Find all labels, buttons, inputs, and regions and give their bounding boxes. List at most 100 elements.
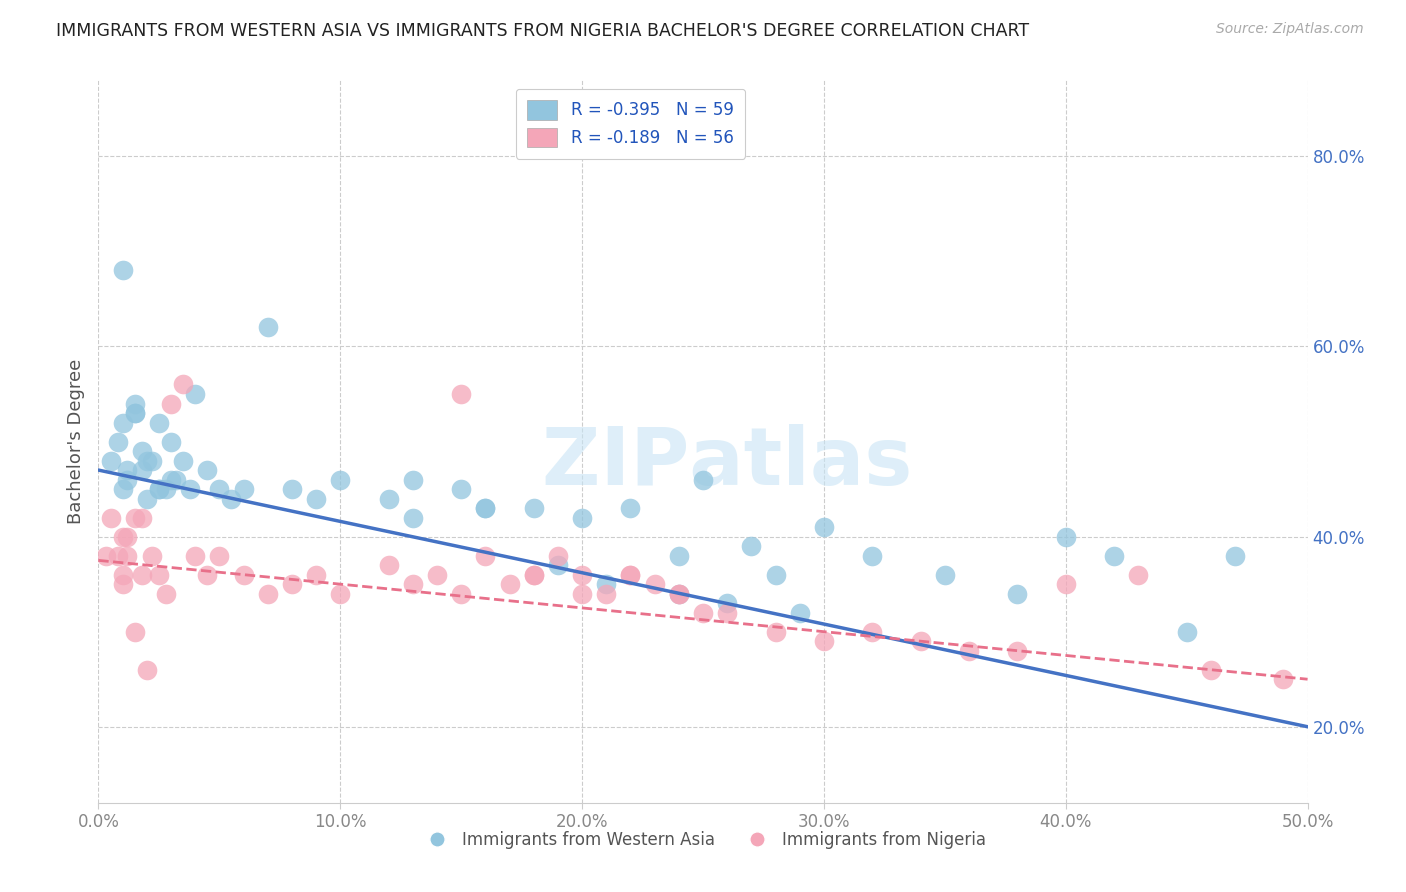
Point	[644, 577, 666, 591]
Point	[155, 482, 177, 496]
Point	[813, 634, 835, 648]
Point	[523, 501, 546, 516]
Point	[124, 406, 146, 420]
Point	[934, 567, 956, 582]
Point	[402, 577, 425, 591]
Point	[179, 482, 201, 496]
Point	[860, 549, 883, 563]
Point	[221, 491, 243, 506]
Point	[329, 587, 352, 601]
Point	[160, 473, 183, 487]
Point	[402, 510, 425, 524]
Point	[329, 473, 352, 487]
Point	[740, 539, 762, 553]
Point	[124, 510, 146, 524]
Text: IMMIGRANTS FROM WESTERN ASIA VS IMMIGRANTS FROM NIGERIA BACHELOR'S DEGREE CORREL: IMMIGRANTS FROM WESTERN ASIA VS IMMIGRAN…	[56, 22, 1029, 40]
Point	[131, 567, 153, 582]
Point	[692, 606, 714, 620]
Point	[668, 587, 690, 601]
Point	[100, 453, 122, 467]
Point	[195, 463, 218, 477]
Point	[402, 473, 425, 487]
Y-axis label: Bachelor's Degree: Bachelor's Degree	[66, 359, 84, 524]
Text: Source: ZipAtlas.com: Source: ZipAtlas.com	[1216, 22, 1364, 37]
Point	[131, 444, 153, 458]
Point	[148, 482, 170, 496]
Point	[117, 463, 139, 477]
Point	[716, 596, 738, 610]
Point	[232, 567, 254, 582]
Point	[474, 501, 496, 516]
Point	[305, 567, 328, 582]
Point	[668, 549, 690, 563]
Point	[595, 587, 617, 601]
Point	[148, 567, 170, 582]
Point	[571, 587, 593, 601]
Point	[1223, 549, 1246, 563]
Point	[377, 558, 399, 573]
Point	[692, 473, 714, 487]
Point	[256, 587, 278, 601]
Point	[111, 482, 134, 496]
Point	[172, 453, 194, 467]
Point	[474, 501, 496, 516]
Point	[160, 396, 183, 410]
Point	[1272, 672, 1295, 686]
Point	[117, 549, 139, 563]
Point	[141, 549, 163, 563]
Point	[117, 473, 139, 487]
Point	[571, 567, 593, 582]
Point	[1007, 643, 1029, 657]
Point	[135, 453, 157, 467]
Point	[668, 587, 690, 601]
Point	[1102, 549, 1125, 563]
Point	[1054, 530, 1077, 544]
Point	[860, 624, 883, 639]
Point	[813, 520, 835, 534]
Point	[107, 549, 129, 563]
Point	[281, 577, 304, 591]
Point	[111, 530, 134, 544]
Point	[957, 643, 980, 657]
Point	[668, 587, 690, 601]
Point	[1128, 567, 1150, 582]
Point	[498, 577, 520, 591]
Point	[571, 510, 593, 524]
Point	[547, 558, 569, 573]
Point	[111, 416, 134, 430]
Text: ZIP​atlas: ZIP​atlas	[541, 425, 912, 502]
Legend: Immigrants from Western Asia, Immigrants from Nigeria: Immigrants from Western Asia, Immigrants…	[413, 824, 993, 856]
Point	[426, 567, 449, 582]
Point	[1175, 624, 1198, 639]
Point	[619, 567, 641, 582]
Point	[117, 530, 139, 544]
Point	[172, 377, 194, 392]
Point	[765, 624, 787, 639]
Point	[256, 320, 278, 334]
Point	[111, 567, 134, 582]
Point	[107, 434, 129, 449]
Point	[124, 406, 146, 420]
Point	[619, 501, 641, 516]
Point	[716, 606, 738, 620]
Point	[232, 482, 254, 496]
Point	[450, 587, 472, 601]
Point	[195, 567, 218, 582]
Point	[474, 549, 496, 563]
Point	[305, 491, 328, 506]
Point	[131, 510, 153, 524]
Point	[1054, 577, 1077, 591]
Point	[547, 549, 569, 563]
Point	[141, 453, 163, 467]
Point	[94, 549, 117, 563]
Point	[148, 482, 170, 496]
Point	[100, 510, 122, 524]
Point	[135, 663, 157, 677]
Point	[135, 491, 157, 506]
Point	[619, 567, 641, 582]
Point	[377, 491, 399, 506]
Point	[124, 624, 146, 639]
Point	[111, 263, 134, 277]
Point	[910, 634, 932, 648]
Point	[155, 587, 177, 601]
